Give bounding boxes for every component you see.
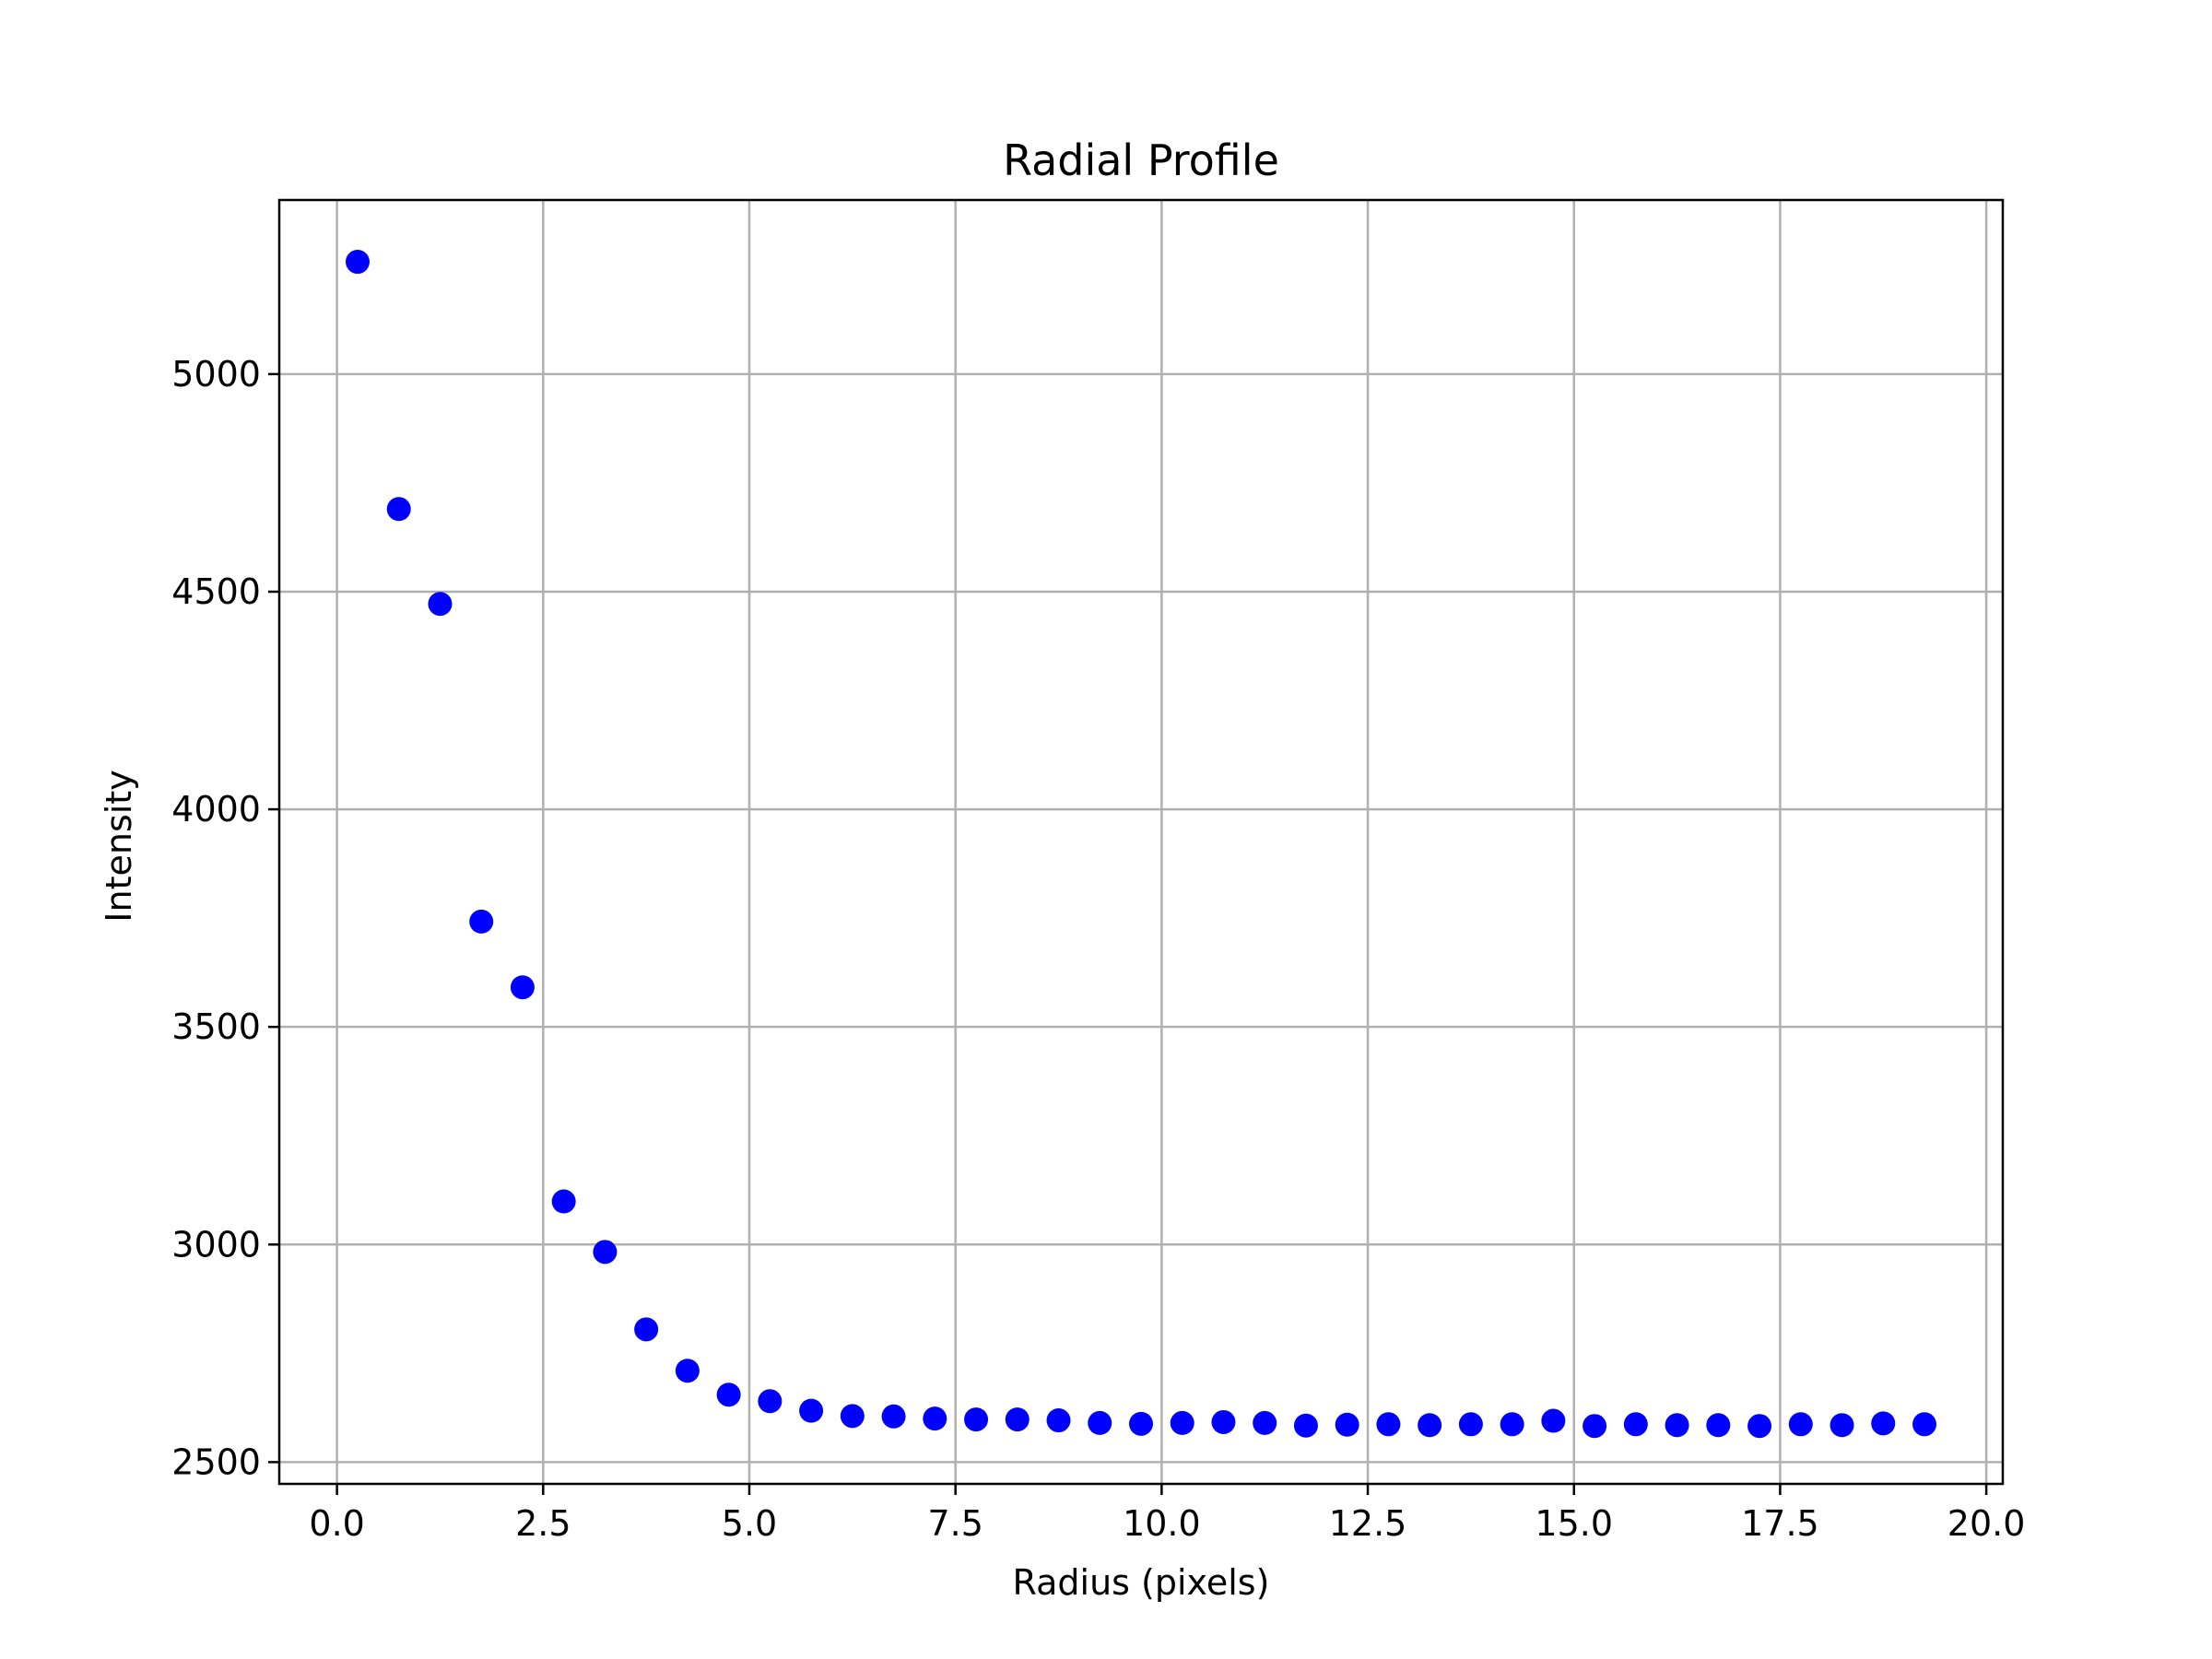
x-tick-label: 10.0	[1123, 1503, 1201, 1544]
x-tick-label: 7.5	[927, 1503, 982, 1544]
chart-title: Radial Profile	[1003, 135, 1279, 185]
data-point	[346, 250, 370, 275]
x-tick-label: 20.0	[1947, 1503, 2026, 1544]
y-tick-label: 2500	[171, 1441, 261, 1482]
data-point	[1129, 1411, 1153, 1436]
y-tick-label: 4000	[171, 789, 261, 830]
x-tick-label: 2.5	[515, 1503, 571, 1544]
data-point	[840, 1404, 865, 1429]
data-points	[346, 250, 1936, 1439]
data-point	[1788, 1412, 1813, 1437]
data-point	[1046, 1408, 1071, 1433]
data-point	[510, 975, 535, 1000]
data-point	[1170, 1410, 1194, 1435]
grid	[279, 200, 2003, 1484]
data-point	[1623, 1412, 1648, 1437]
data-point	[386, 497, 411, 522]
x-tick-label: 15.0	[1535, 1503, 1613, 1544]
data-point	[675, 1359, 700, 1383]
data-point	[593, 1240, 618, 1265]
data-point	[634, 1317, 659, 1342]
data-point	[1541, 1408, 1566, 1433]
data-point	[1583, 1414, 1607, 1439]
data-point	[1005, 1407, 1030, 1432]
x-tick-label: 5.0	[722, 1503, 777, 1544]
data-point	[1376, 1412, 1401, 1437]
data-point	[1418, 1413, 1442, 1438]
y-tick-label: 4500	[171, 571, 261, 612]
data-point	[1088, 1410, 1112, 1435]
data-point	[1500, 1412, 1524, 1437]
data-point	[469, 909, 494, 934]
data-point	[1912, 1412, 1936, 1437]
axes-frame	[277, 198, 2005, 1486]
data-point	[1458, 1412, 1483, 1437]
data-point	[1747, 1414, 1772, 1439]
y-tick-label: 5000	[171, 354, 261, 394]
x-axis-label: Radius (pixels)	[1013, 1562, 1270, 1603]
data-point	[1665, 1413, 1689, 1438]
x-tick-label: 17.5	[1741, 1503, 1819, 1544]
y-tick-label: 3000	[171, 1224, 261, 1265]
data-point	[551, 1189, 576, 1214]
y-axis-ticks: 2500 3000 3500 4000 4500 5000	[171, 354, 279, 1482]
x-tick-label: 12.5	[1329, 1503, 1407, 1544]
data-point	[1830, 1413, 1854, 1438]
data-point	[428, 592, 453, 617]
y-tick-label: 3500	[171, 1006, 261, 1047]
data-point	[1253, 1410, 1277, 1435]
data-point	[1335, 1412, 1359, 1437]
y-axis-label: Intensity	[99, 770, 139, 922]
data-point	[923, 1406, 947, 1431]
data-point	[1211, 1409, 1236, 1434]
data-point	[1293, 1413, 1318, 1438]
data-point	[799, 1398, 824, 1423]
data-point	[716, 1382, 741, 1407]
data-point	[881, 1404, 906, 1429]
data-point	[758, 1389, 782, 1414]
data-point	[1706, 1413, 1731, 1438]
x-axis-ticks: 0.0 2.5 5.0 7.5 10.0 12.5 15.0 17.5 20.0	[309, 1484, 2025, 1544]
data-point	[1871, 1411, 1896, 1436]
x-tick-label: 0.0	[309, 1503, 364, 1544]
data-point	[964, 1407, 989, 1432]
